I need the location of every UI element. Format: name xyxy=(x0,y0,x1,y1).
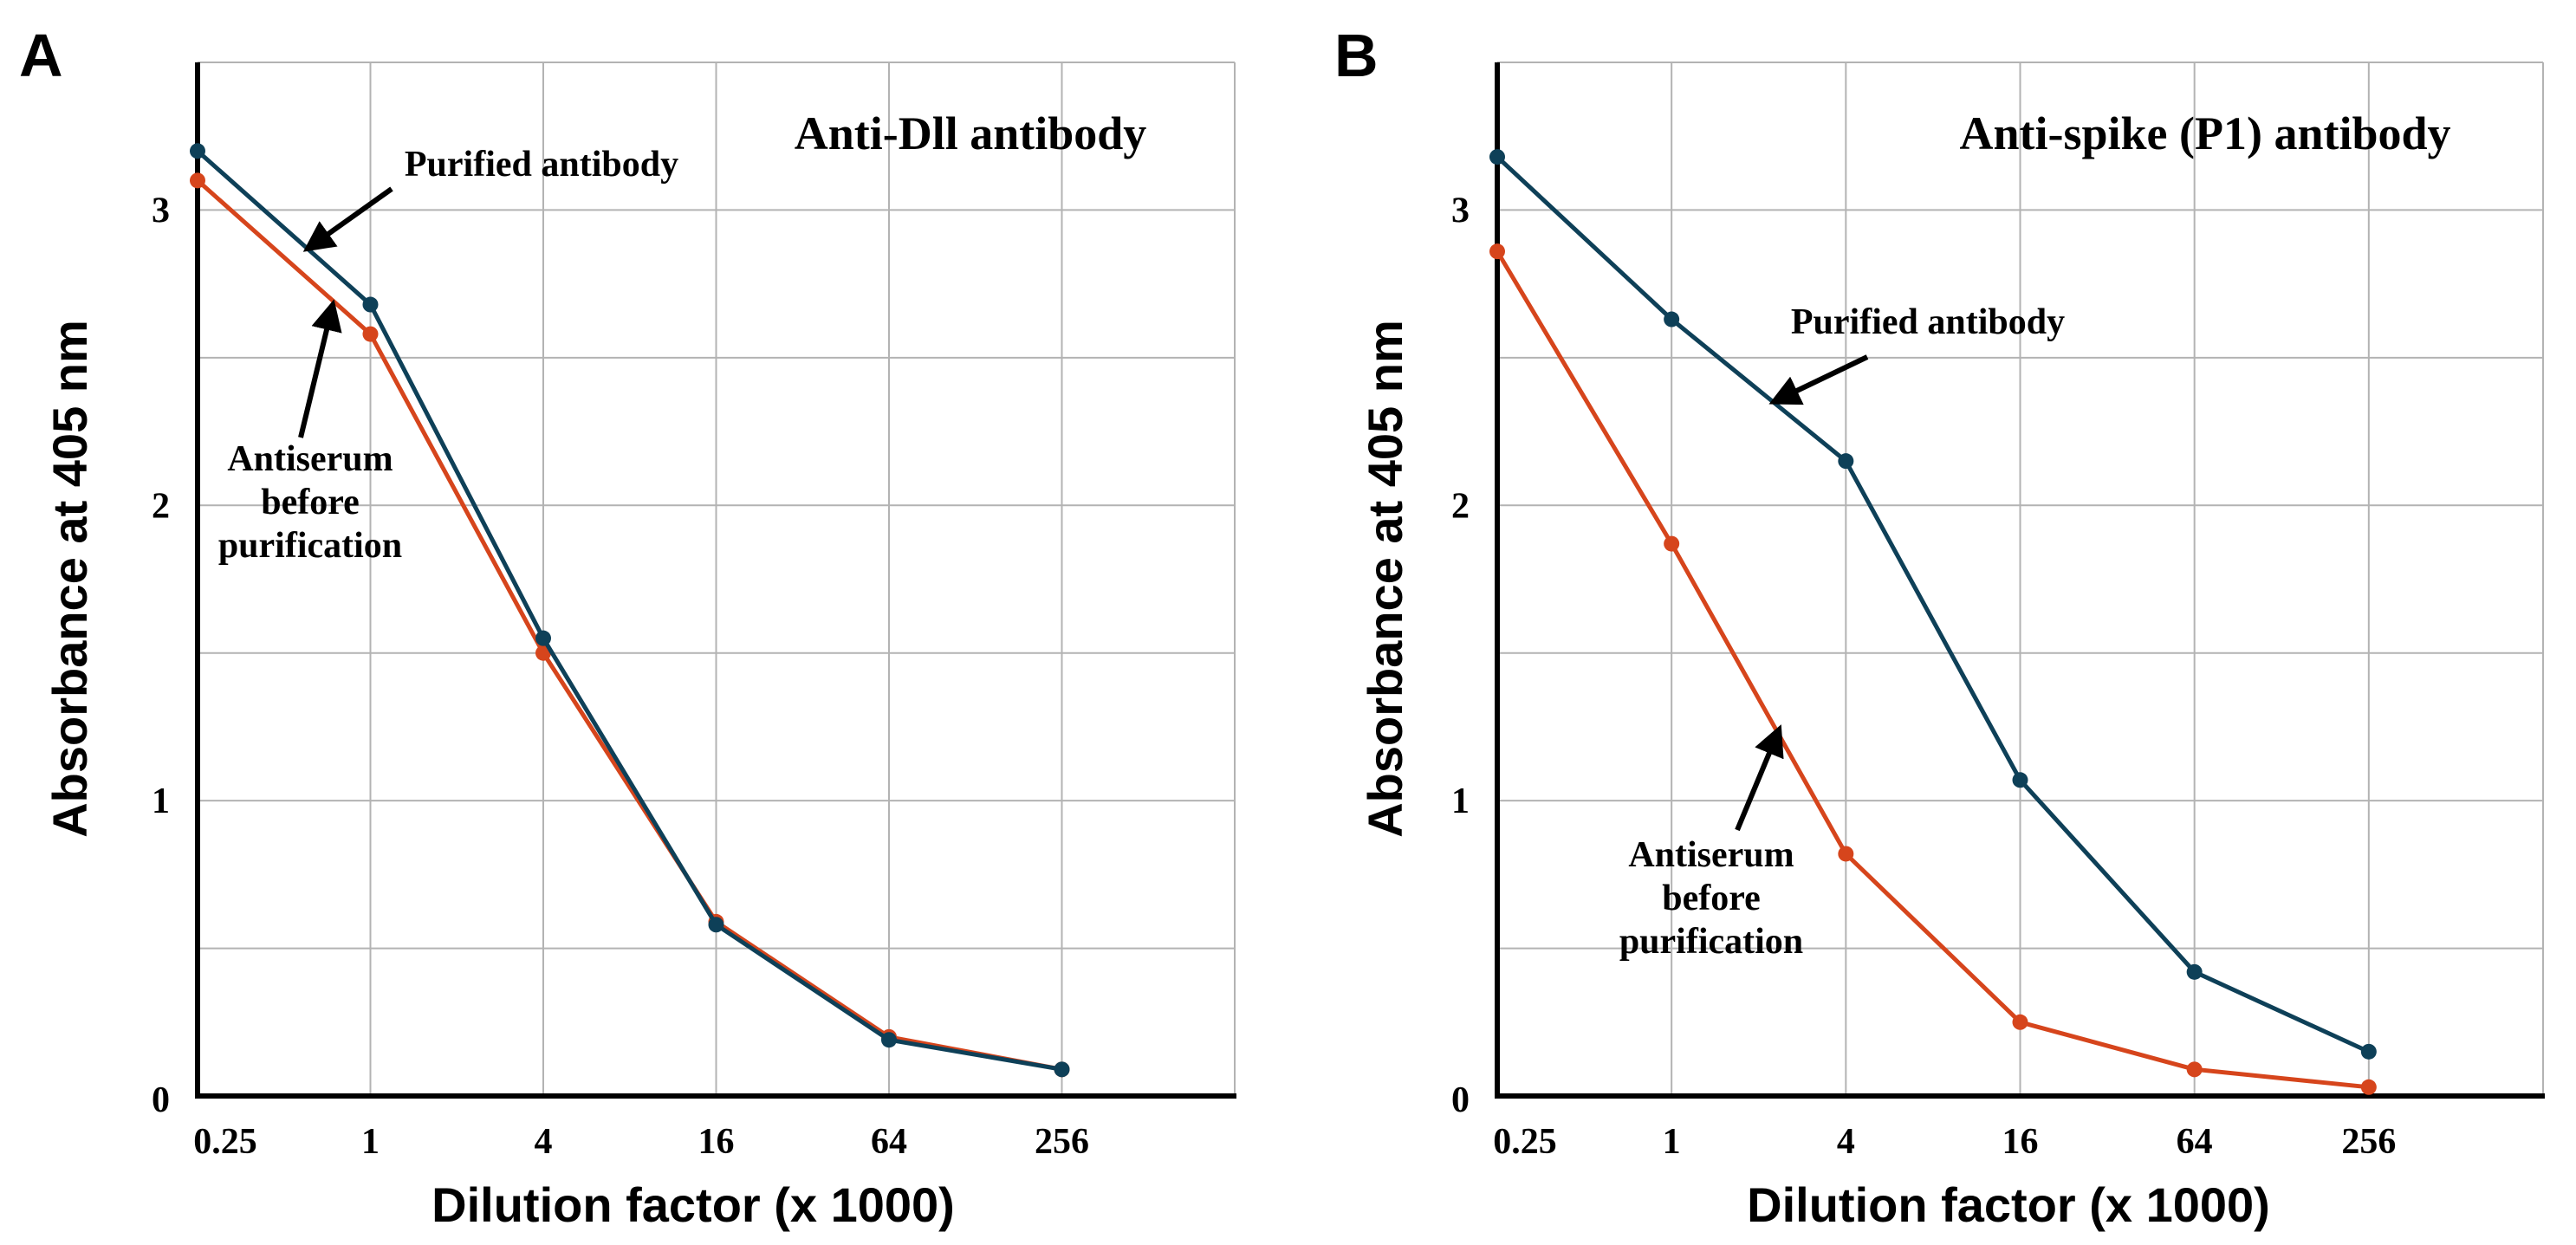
data-point xyxy=(362,296,379,313)
panel-b: B 0.25 1 4 16 64 256 0 1 2 3 Dilution factor (x 100… xyxy=(1334,22,2545,1232)
data-point xyxy=(2012,1014,2028,1030)
series-antiserum xyxy=(190,172,1070,1078)
y-tick-label: 1 xyxy=(152,781,170,821)
x-tick-label: 0.25 xyxy=(1493,1122,1557,1162)
y-tick-label: 0 xyxy=(1451,1080,1470,1120)
data-point xyxy=(190,143,205,159)
chart-title: Anti-Dll antibody xyxy=(795,107,1147,159)
x-tick-label: 4 xyxy=(1837,1122,1855,1162)
annotation-line: Purified antibody xyxy=(1791,302,2065,342)
x-tick-label: 16 xyxy=(2002,1122,2039,1162)
panel-letter: A xyxy=(19,22,63,89)
x-axis-label: Dilution factor (x 1000) xyxy=(1747,1177,2270,1232)
annotation-label: Purified antibody xyxy=(405,145,678,185)
x-tick-label: 256 xyxy=(1035,1122,1089,1162)
data-point xyxy=(1838,453,1854,470)
annotation-purified: Purified antibody xyxy=(1768,302,2065,405)
data-point xyxy=(1489,149,1505,165)
series-purified xyxy=(1489,149,2377,1060)
series-line xyxy=(196,149,1062,1072)
data-point xyxy=(708,917,724,933)
series-line xyxy=(1495,250,2370,1090)
x-tick-label: 16 xyxy=(698,1122,735,1162)
x-tick-label: 4 xyxy=(535,1122,553,1162)
series-purified xyxy=(190,143,1070,1078)
annotation-antiserum: Antiserum before purification xyxy=(218,299,402,566)
data-point xyxy=(1054,1061,1070,1078)
y-axis-label: Absorbance at 405 nm xyxy=(42,320,97,838)
panel-letter: B xyxy=(1334,22,1379,89)
annotation-line: before xyxy=(1662,879,1761,918)
annotation-arrow xyxy=(298,299,342,438)
annotation-purified: Purified antibody xyxy=(302,145,678,252)
data-point xyxy=(190,172,205,189)
data-point xyxy=(2360,1079,2377,1095)
x-tick-label: 64 xyxy=(871,1122,907,1162)
annotation-arrow xyxy=(302,186,393,252)
annotation-line: before xyxy=(261,483,360,522)
y-tick-label: 2 xyxy=(152,486,170,526)
series-line xyxy=(1496,155,2370,1054)
y-tick-label: 3 xyxy=(1451,191,1470,230)
y-tick-label: 1 xyxy=(1451,781,1470,821)
x-tick-label: 64 xyxy=(2177,1122,2213,1162)
data-point xyxy=(1838,846,1854,862)
annotation-label: Antiserum before purification xyxy=(218,439,402,566)
x-tick-label: 0.25 xyxy=(193,1122,257,1162)
data-point xyxy=(2186,963,2203,980)
annotation-label: Antiserum before purification xyxy=(1619,835,1803,962)
annotation-line: Antiserum xyxy=(1628,835,1794,875)
x-axis-label: Dilution factor (x 1000) xyxy=(431,1177,955,1232)
x-tick-label: 1 xyxy=(1663,1122,1681,1162)
gridlines xyxy=(1497,62,2544,1096)
y-tick-label: 2 xyxy=(1451,486,1470,526)
data-point xyxy=(2186,1061,2203,1078)
annotation-line: Antiserum xyxy=(227,439,393,479)
annotation-line: Purified antibody xyxy=(405,145,678,185)
panel-a: A 0.25 1 4 16 64 256 0 1 2 3 Dilution factor (x 100… xyxy=(19,22,1236,1232)
annotation-antiserum: Antiserum before purification xyxy=(1619,724,1803,962)
data-point xyxy=(1489,243,1505,260)
data-point xyxy=(1664,311,1680,327)
data-point xyxy=(362,326,379,342)
y-tick-label: 3 xyxy=(152,191,170,230)
gridlines xyxy=(198,62,1236,1096)
data-point xyxy=(1664,535,1680,552)
y-axis-label: Absorbance at 405 nm xyxy=(1358,320,1412,838)
x-tick-label: 1 xyxy=(361,1122,380,1162)
annotation-label: Purified antibody xyxy=(1791,302,2065,342)
data-point xyxy=(2360,1043,2377,1060)
annotation-line: purification xyxy=(1619,922,1803,962)
data-point xyxy=(2012,772,2028,788)
chart-title: Anti-spike (P1) antibody xyxy=(1959,107,2450,159)
data-point xyxy=(881,1032,897,1048)
y-tick-label: 0 xyxy=(152,1080,170,1120)
series-line xyxy=(196,178,1062,1072)
annotation-line: purification xyxy=(218,526,402,566)
data-point xyxy=(535,645,551,661)
data-point xyxy=(535,630,551,646)
series-antiserum xyxy=(1489,243,2377,1095)
x-tick-label: 256 xyxy=(2341,1122,2396,1162)
annotation-arrow xyxy=(1768,354,1869,405)
annotation-arrow xyxy=(1735,724,1784,832)
